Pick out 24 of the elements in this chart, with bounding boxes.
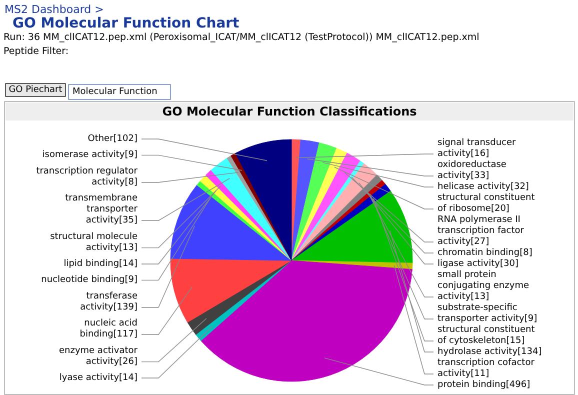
text: Run: 36 MM_clICAT12.pep.xml (Peroxisomal_ICAT/MM_clICAT12 (TestProtocol)) MM_clICAT12.pep.xml xyxy=(4,32,480,43)
slice-label: structural molecule activity[13] xyxy=(50,232,138,253)
chart-title: GO Molecular Function Classifications xyxy=(162,104,417,118)
slice-label: helicase activity[32] xyxy=(438,182,529,192)
text: GO Molecular Function Chart xyxy=(12,16,240,32)
slice-label: nucleic acid binding[117] xyxy=(80,318,138,340)
slice-label: Other[102] xyxy=(88,134,138,144)
slice-label: lyase activity[14] xyxy=(59,373,138,383)
slice-label: ligase activity[30] xyxy=(438,259,518,269)
slice-label: nucleotide binding[9] xyxy=(41,275,138,286)
slice-label: transmembrane transporter activity[35] xyxy=(65,194,138,226)
text: GO Piechart xyxy=(8,85,63,95)
slice-label: structural constituent of ribosome[20] xyxy=(438,193,536,214)
text: MS2 Dashboard > xyxy=(4,3,104,16)
slice-label: lipid binding[14] xyxy=(64,259,138,269)
slice-label: chromatin binding[8] xyxy=(438,248,532,258)
text: Peptide Filter: xyxy=(4,46,69,57)
slice-label: transcription regulator activity[8] xyxy=(36,166,138,188)
slice-label: protein binding[496] xyxy=(438,380,530,390)
slice-label: hydrolase activity[134] xyxy=(438,347,542,357)
slice-label: enzyme activator activity[26] xyxy=(58,346,138,367)
slice-label: isomerase activity[9] xyxy=(42,150,138,160)
text: Molecular Function xyxy=(72,87,158,97)
slice-label: transferase activity[139] xyxy=(80,291,138,312)
